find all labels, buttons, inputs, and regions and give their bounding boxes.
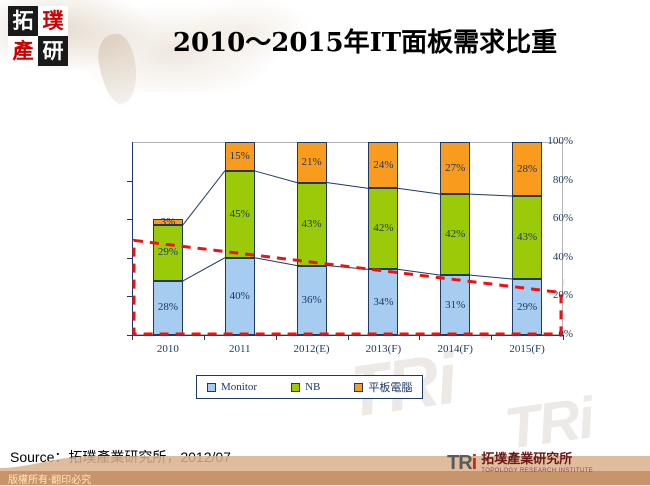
bar-column[interactable]: 34% 42% 24% <box>368 142 399 335</box>
bar-segment-tablet[interactable]: 24% <box>368 142 399 189</box>
logo-char-1: 拓 <box>8 6 38 36</box>
bar-column[interactable]: 29% 43% 28% <box>512 142 543 335</box>
bar-segment-tablet[interactable]: 28% <box>512 142 543 197</box>
y-axis-tick-label: 100% <box>547 135 573 147</box>
x-axis-tick-label: 2015(F) <box>509 343 545 355</box>
tri-brand-cn: 拓墣產業研究所 <box>481 451 573 467</box>
y-axis-tick-mark <box>127 257 132 259</box>
bar-segment-label: 29% <box>516 300 538 313</box>
bar-segment-nb[interactable]: 42% <box>440 194 471 276</box>
x-axis-tick-label: 2011 <box>228 343 251 355</box>
legend-item[interactable]: NB <box>291 381 320 393</box>
bar-segment-nb[interactable]: 45% <box>224 170 255 258</box>
legend-label: NB <box>305 381 321 393</box>
chart-container: 0% 20% 40% 60% 80% 100% 2010 2011 2012(E) 2013(F… <box>88 132 573 404</box>
bar-segment-label: 21% <box>301 155 322 168</box>
logo-char-4: 研 <box>38 36 68 66</box>
tri-brand-en: TOPOLOGY RESEARCH INSTITUTE <box>481 467 594 474</box>
bar-column[interactable]: 40% 45% 15% <box>224 142 255 335</box>
x-axis-tick-label: 2010 <box>156 343 179 355</box>
logo-char-2: 璞 <box>38 6 68 36</box>
y-axis-tick-label: 80% <box>552 173 573 186</box>
y-axis-tick-label: 60% <box>552 212 573 225</box>
legend-swatch-icon <box>207 382 216 392</box>
tri-wordmark-text: TRi <box>447 452 477 474</box>
bar-segment-label: 42% <box>445 228 466 241</box>
legend-item[interactable]: 平板電腦 <box>354 379 412 395</box>
bar-segment-label: 27% <box>445 161 466 174</box>
bar-column[interactable]: 36% 43% 21% <box>296 142 327 335</box>
bar-segment-label: 28% <box>516 162 538 175</box>
bar-segment-label: 45% <box>229 207 250 220</box>
bar-segment-monitor[interactable]: 36% <box>296 265 327 335</box>
footer-bar <box>0 471 650 485</box>
bar-column[interactable]: 31% 42% 27% <box>440 142 471 335</box>
bar-segment-monitor[interactable]: 40% <box>224 257 255 335</box>
bar-segment-label: 34% <box>373 295 394 308</box>
y-axis-tick-mark <box>127 335 132 336</box>
x-axis-tick-label: 2012(E) <box>293 343 330 355</box>
bar-segment-tablet[interactable]: 3% <box>152 215 183 228</box>
legend-label: Monitor <box>221 381 258 393</box>
bar-segment-label: 24% <box>373 158 394 171</box>
x-axis-tick-mark <box>563 335 564 340</box>
bar-segment-label: 31% <box>445 298 466 311</box>
logo-char-3: 產 <box>8 36 38 66</box>
x-axis-tick-label: 2013(F) <box>365 343 402 355</box>
y-axis <box>132 142 133 336</box>
bar-segment-monitor[interactable]: 29% <box>512 279 543 335</box>
bar-segment-tablet[interactable]: 15% <box>224 142 255 171</box>
bar-segment-nb[interactable]: 43% <box>296 182 327 266</box>
bar-segment-label: 28% <box>157 301 178 314</box>
x-axis-tick-mark <box>347 335 349 340</box>
y-axis-tick-mark <box>127 180 132 182</box>
page-title: 2010～2015年IT面板需求比重 <box>172 27 558 58</box>
x-axis-tick-label: 2014(F) <box>437 343 473 355</box>
source-note: Source：拓璞產業研究所，2012/07 <box>10 449 231 465</box>
legend-label: 平板電腦 <box>368 382 413 394</box>
bar-segment-monitor[interactable]: 34% <box>368 269 399 335</box>
bar-segment-label: 40% <box>229 289 250 302</box>
tri-brand-logo: 拓 璞 產 研 <box>8 6 68 66</box>
bar-segment-label: 29% <box>157 246 178 259</box>
tri-wordmark: TRi <box>447 452 477 474</box>
bar-segment-label: 15% <box>229 149 250 162</box>
x-axis-tick-mark <box>203 335 205 340</box>
bar-segment-monitor[interactable]: 31% <box>440 275 471 335</box>
x-axis-tick-mark <box>419 335 421 340</box>
bar-segment-label: 43% <box>301 217 322 230</box>
bar-segment-monitor[interactable]: 28% <box>152 280 183 335</box>
plot-area <box>132 142 563 335</box>
bar-segment-label: 43% <box>516 231 538 244</box>
bar-segment-label: 36% <box>301 293 322 306</box>
bar-segment-label: 42% <box>373 222 394 235</box>
bar-segment-nb[interactable]: 29% <box>152 224 183 281</box>
bar-segment-label: 3% <box>160 215 176 228</box>
y-axis-tick-mark <box>127 219 132 221</box>
legend-item[interactable]: Monitor <box>207 381 257 393</box>
x-axis-tick-mark <box>132 335 133 340</box>
bar-segment-tablet[interactable]: 21% <box>296 142 327 183</box>
bar-segment-tablet[interactable]: 27% <box>440 142 471 195</box>
bar-column[interactable]: 28% 29% 3% <box>152 142 183 335</box>
tri-footer-text-stack: 拓墣產業研究所 TOPOLOGY RESEARCH INSTITUTE <box>481 453 593 474</box>
tri-footer-logo: TRi 拓墣產業研究所 TOPOLOGY RESEARCH INSTITUTE <box>447 452 643 474</box>
bar-segment-nb[interactable]: 43% <box>512 196 543 280</box>
y-axis-tick-mark <box>127 296 132 298</box>
x-axis-tick-mark <box>275 335 277 340</box>
bar-segment-nb[interactable]: 42% <box>368 188 399 270</box>
chart-legend: Monitor NB 平板電腦 <box>196 375 424 399</box>
legend-swatch-icon <box>291 382 301 392</box>
x-axis-tick-mark <box>491 335 493 340</box>
legend-swatch-icon <box>354 382 364 392</box>
footer-copyright: 版權所有‧翻印必究 <box>8 474 92 486</box>
